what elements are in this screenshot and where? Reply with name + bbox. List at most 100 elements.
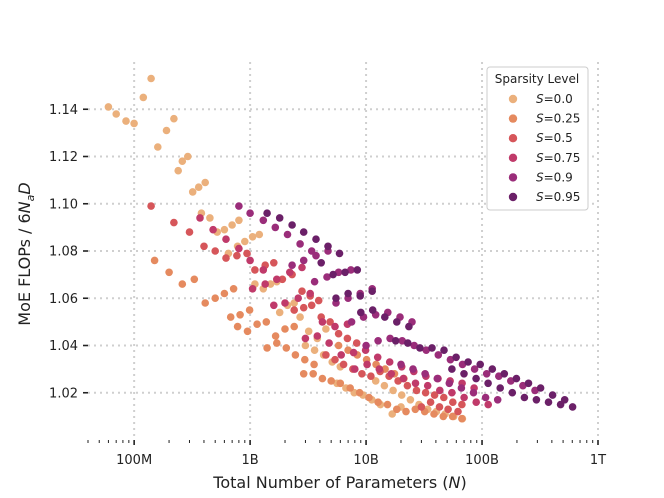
data-point-s1	[178, 280, 187, 288]
data-point-s2	[243, 249, 251, 258]
data-point-s5	[508, 388, 517, 397]
data-point-s2	[358, 370, 366, 378]
data-point-s3	[281, 299, 289, 307]
legend: Sparsity Level S=0.0S=0.25S=0.5S=0.75S=0…	[486, 66, 589, 211]
data-point-s4	[421, 370, 429, 378]
legend-entry-label: S=0.5	[536, 131, 573, 145]
data-point-s0	[139, 93, 148, 102]
data-point-s2	[440, 393, 448, 402]
y-tick-label: 1.04	[49, 339, 78, 354]
data-point-s0	[241, 237, 249, 246]
data-point-s0	[406, 396, 415, 404]
data-point-s5	[288, 221, 296, 229]
y-axis-label: MoE FLOPs / 6NaD	[15, 182, 37, 325]
data-point-s3	[248, 285, 257, 293]
data-point-s5	[476, 360, 485, 369]
data-point-s5	[324, 242, 332, 251]
legend-entry-label: S=0.0	[536, 92, 573, 106]
data-point-s2	[233, 251, 241, 260]
x-tick-label: 10B	[353, 453, 378, 468]
data-point-s1	[383, 400, 392, 409]
data-point-s0	[206, 214, 214, 222]
data-point-s2	[278, 275, 287, 284]
data-point-s4	[299, 256, 308, 265]
data-point-s2	[170, 218, 178, 227]
data-point-s2	[314, 296, 323, 305]
data-point-s5	[317, 259, 326, 267]
x-tick-label: 1B	[242, 453, 259, 468]
data-point-s2	[307, 301, 316, 310]
y-tick-labels: 1.02 1.04 1.06 1.08 1.10 1.12 1.14	[49, 103, 78, 402]
data-point-s3	[325, 339, 333, 347]
data-point-s1	[346, 384, 355, 392]
data-point-s0	[371, 377, 380, 385]
data-point-s2	[412, 386, 421, 395]
data-point-s5	[368, 287, 377, 296]
data-point-s4	[347, 266, 355, 274]
data-point-s2	[444, 405, 452, 414]
data-point-s1	[226, 313, 235, 321]
data-point-s1	[458, 414, 466, 423]
data-point-s5	[448, 365, 456, 373]
data-point-s2	[147, 202, 155, 210]
x-axis-label: Total Number of Parameters (N)	[212, 473, 466, 492]
data-point-s3	[363, 360, 371, 369]
data-point-s4	[469, 388, 478, 397]
data-point-s4	[312, 251, 320, 260]
data-point-s1	[299, 370, 308, 378]
data-point-s1	[327, 377, 336, 385]
data-point-s1	[318, 374, 327, 383]
data-point-s0	[275, 308, 284, 317]
data-point-s1	[336, 379, 345, 388]
data-point-s0	[220, 225, 229, 234]
data-point-s0	[228, 221, 236, 229]
data-point-s1	[236, 311, 244, 319]
data-point-s4	[310, 277, 319, 286]
y-tick-label: 1.08	[49, 245, 78, 260]
data-point-s0	[235, 216, 243, 225]
data-point-s5	[536, 384, 545, 392]
y-tick-label: 1.02	[49, 386, 78, 401]
data-point-s3	[399, 374, 408, 383]
legend-entry-label: S=0.9	[536, 170, 573, 184]
data-point-s5	[472, 374, 480, 383]
data-point-s4	[259, 216, 268, 225]
data-point-s5	[329, 270, 337, 279]
data-point-s5	[275, 214, 284, 222]
axis-ticks	[83, 108, 599, 445]
data-point-s1	[243, 327, 252, 336]
data-point-s0	[112, 110, 120, 118]
data-point-s5	[404, 339, 412, 347]
data-point-s5	[335, 249, 344, 258]
data-point-s5	[332, 294, 340, 303]
data-point-s4	[434, 351, 443, 359]
data-point-s3	[261, 280, 270, 288]
data-point-s0	[170, 114, 178, 123]
data-point-s2	[352, 339, 361, 347]
legend-items: S=0.0 S=0.25 S=0.5 S=0.75 S=0.9 S=0.95	[508, 92, 580, 204]
data-point-s5	[391, 337, 400, 345]
data-point-s5	[393, 318, 401, 326]
data-point-s3	[270, 301, 278, 310]
x-tick-labels: 100M 1B 10B 100B 1T	[116, 453, 606, 468]
data-point-s3	[436, 386, 444, 395]
data-point-s1	[190, 275, 199, 284]
data-point-s3	[209, 225, 217, 234]
data-point-s2	[435, 403, 444, 411]
data-point-s2	[326, 318, 334, 326]
data-point-s5	[405, 322, 413, 331]
data-point-s5	[548, 391, 557, 399]
data-point-s1	[150, 256, 159, 265]
data-point-s3	[423, 381, 432, 390]
data-point-s0	[322, 325, 330, 333]
data-point-s3	[349, 348, 358, 357]
legend-entry-label: S=0.95	[536, 190, 580, 204]
legend-entry-label: S=0.75	[536, 151, 580, 165]
data-point-s5	[496, 384, 505, 392]
data-point-s5	[568, 403, 577, 411]
x-tick-label: 100B	[465, 453, 499, 468]
data-point-s3	[222, 235, 230, 243]
data-point-s1	[355, 388, 364, 397]
data-point-s2	[222, 254, 230, 262]
